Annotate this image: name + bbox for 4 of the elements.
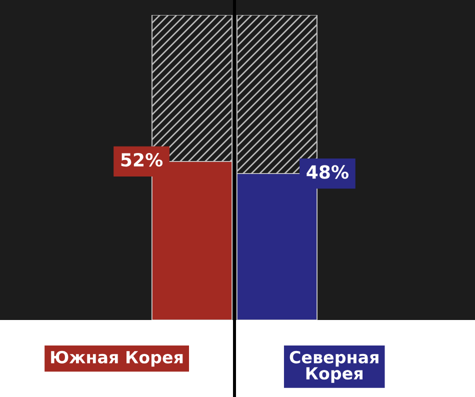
x-tick-label: Южная Корея: [51, 350, 183, 367]
x-tick-label: Северная Корея: [290, 350, 378, 383]
data-label: 52%: [121, 152, 163, 167]
data-label: 48%: [306, 165, 348, 179]
